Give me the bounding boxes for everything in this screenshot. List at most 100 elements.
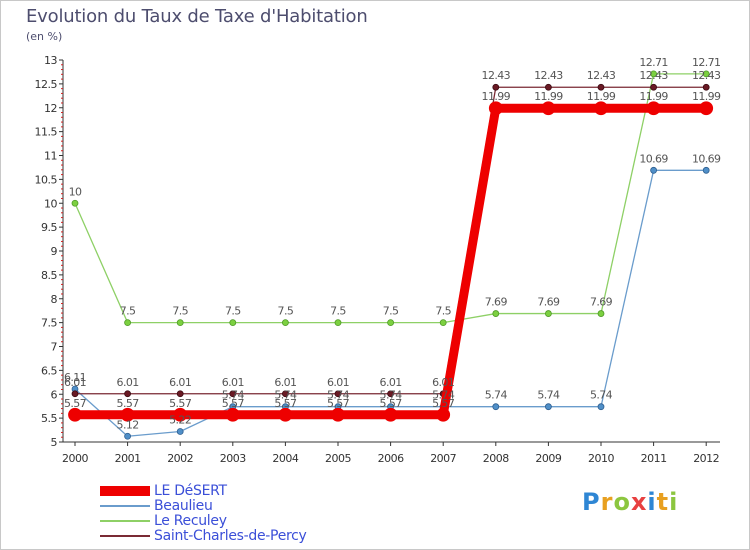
data-label-le-d-sert: 5.57 [169,397,192,410]
data-label-le-reculey: 12.71 [692,56,721,69]
x-tick-label: 2008 [483,452,509,465]
legend-label: Le Reculey [154,513,227,529]
data-point-le-d-sert [699,101,714,116]
series-line-saint-charles-de-percy [74,86,707,395]
x-tick-label: 2010 [588,452,614,465]
data-point-beaulieu [597,403,605,411]
y-tick-label: 13 [44,54,57,67]
x-tick-label: 2005 [325,452,351,465]
data-label-beaulieu: 5.74 [222,389,245,402]
data-label-beaulieu: 5.74 [327,389,350,402]
data-label-saint-charles-de-percy: 6.01 [327,376,349,389]
data-point-le-d-sert [436,407,451,422]
data-label-le-d-sert: 11.99 [639,90,668,103]
data-label-le-reculey: 12.71 [639,56,668,69]
data-label-le-d-sert: 5.57 [64,397,87,410]
data-label-le-d-sert: 11.99 [534,90,563,103]
data-point-beaulieu [545,403,552,411]
x-tick-label: 2007 [430,452,456,465]
data-label-saint-charles-de-percy: 6.01 [432,376,454,389]
logo-letter: x [630,488,648,516]
data-label-le-d-sert: 5.57 [327,397,350,410]
data-point-le-d-sert [278,407,293,422]
y-tick-label: 6.5 [41,364,57,377]
proxiti-logo: Proxiti [582,488,678,516]
data-point-le-d-sert [120,407,135,422]
x-tick-label: 2002 [167,452,193,465]
x-tick-label: 2001 [115,452,141,465]
data-point-le-d-sert [646,101,661,116]
x-tick-label: 2011 [641,452,667,465]
data-point-le-reculey [650,70,657,78]
data-point-le-reculey [124,319,131,327]
data-label-saint-charles-de-percy: 12.43 [587,69,616,82]
data-point-le-reculey [334,319,342,327]
legend-label: LE DéSERT [154,483,227,499]
data-label-beaulieu: 6.11 [64,371,86,384]
data-point-saint-charles-de-percy [387,390,395,398]
legend-swatch [100,520,150,522]
data-label-le-d-sert: 5.57 [432,397,455,410]
data-point-beaulieu [124,432,131,440]
logo-letter: i [669,488,679,516]
data-point-beaulieu [176,428,184,435]
x-tick-label: 2009 [535,452,561,465]
data-label-beaulieu: 5.12 [117,418,139,431]
data-label-le-reculey: 7.5 [120,305,136,318]
data-point-le-reculey [229,319,237,327]
logo-letter: t [656,488,670,516]
data-point-beaulieu [650,166,657,174]
data-label-le-d-sert: 11.99 [587,90,616,103]
data-point-saint-charles-de-percy [597,83,605,91]
data-label-saint-charles-de-percy: 12.43 [482,69,511,82]
data-label-saint-charles-de-percy: 6.01 [222,376,244,389]
data-label-saint-charles-de-percy: 6.01 [64,376,86,389]
data-label-le-d-sert: 5.57 [222,397,245,410]
data-label-le-reculey: 7.69 [590,296,613,309]
y-tick-label: 7 [51,341,58,354]
x-tick-label: 2006 [378,452,404,465]
data-label-beaulieu: 5.74 [537,389,560,402]
data-label-le-reculey: 10 [69,185,82,198]
y-tick-label: 5 [51,436,58,449]
data-point-saint-charles-de-percy [702,83,710,91]
data-label-le-d-sert: 5.57 [274,397,297,410]
data-label-le-reculey: 7.5 [330,305,346,318]
data-point-saint-charles-de-percy [124,390,131,398]
data-point-beaulieu [492,403,500,411]
y-tick-label: 11.5 [35,126,58,139]
data-point-le-reculey [71,199,79,207]
data-label-le-reculey: 7.69 [485,296,508,309]
data-label-le-reculey: 7.69 [537,296,560,309]
logo-letter: o [613,488,631,516]
data-point-le-reculey [597,310,605,317]
y-tick-label: 7.5 [41,317,57,330]
logo-letter: r [600,488,614,516]
data-point-le-reculey [492,310,500,317]
data-label-saint-charles-de-percy: 6.01 [169,376,191,389]
data-label-le-reculey: 7.5 [278,305,294,318]
data-label-le-reculey: 7.5 [172,305,188,318]
data-label-beaulieu: 5.74 [380,389,403,402]
y-tick-label: 10 [44,197,57,210]
data-point-le-d-sert [383,407,398,422]
data-label-beaulieu: 5.74 [590,389,613,402]
x-tick-label: 2012 [693,452,719,465]
data-point-le-reculey [545,310,552,317]
data-point-saint-charles-de-percy [650,83,657,91]
data-label-beaulieu: 5.22 [169,413,191,426]
y-tick-label: 8 [51,293,58,306]
data-point-le-reculey [176,319,184,327]
x-tick-label: 2000 [62,452,88,465]
data-point-saint-charles-de-percy [229,390,237,398]
y-axis-unit-label: (en %) [26,30,63,43]
y-tick-label: 9 [51,245,58,258]
data-label-le-d-sert: 5.57 [117,397,140,410]
data-label-le-reculey: 7.5 [435,305,451,318]
y-tick-label: 5.5 [41,412,57,425]
data-point-le-reculey [702,70,710,78]
data-label-saint-charles-de-percy: 6.01 [380,376,402,389]
y-tick-label: 9.5 [41,221,57,234]
